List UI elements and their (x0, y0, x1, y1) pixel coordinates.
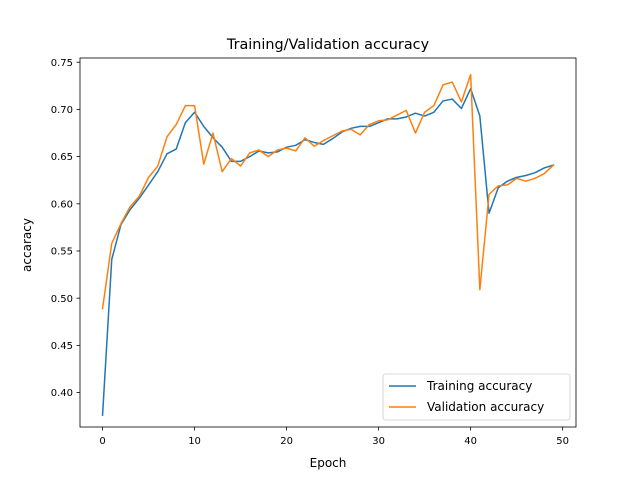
y-tick-label: 0.65 (51, 152, 73, 163)
y-tick-label: 0.75 (51, 58, 73, 69)
y-tick-label: 0.45 (51, 341, 73, 352)
x-tick-label: 0 (99, 436, 105, 447)
y-tick-label: 0.50 (51, 294, 73, 305)
series-line-training (101, 87, 555, 416)
x-axis-label: Epoch (310, 456, 347, 470)
x-tick-label: 10 (188, 436, 201, 447)
chart-legend: Training accuracy Validation accuracy (382, 373, 571, 421)
y-tick-label: 0.55 (51, 247, 73, 258)
y-tick-label: 0.60 (51, 199, 73, 210)
legend-label-training: Training accuracy (426, 379, 532, 393)
x-tick-label: 20 (280, 436, 293, 447)
x-tick-label: 50 (556, 436, 569, 447)
plot-area: 0 10 20 30 40 50 0.40 0.45 0.50 0.55 0.60 0.65 0.70 0… (51, 57, 577, 447)
axes-frame (79, 57, 577, 428)
chart-title: Training/Validation accuracy (226, 37, 430, 53)
y-tick-label: 0.40 (51, 388, 73, 399)
series-line-validation (101, 73, 555, 310)
legend-box (382, 373, 571, 421)
x-tick-label: 40 (464, 436, 477, 447)
legend-label-validation: Validation accuracy (427, 400, 544, 414)
y-axis-label: accaracy (20, 218, 34, 272)
y-tick-label: 0.70 (51, 105, 73, 116)
x-tick-label: 30 (372, 436, 385, 447)
